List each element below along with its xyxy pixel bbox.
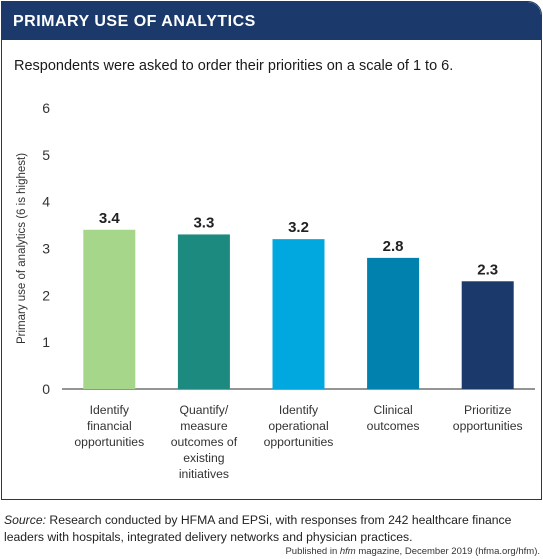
data-label: 2.8 [383, 238, 404, 255]
y-tick-label: 0 [42, 381, 50, 397]
x-category-label-line: existing [183, 451, 224, 465]
x-category-label: Quantify/measure outcomes of existing initi… [171, 403, 238, 481]
x-category-label-line: initiatives [179, 467, 229, 481]
x-category-label: Prioritize opportunities [453, 403, 523, 433]
bar [83, 229, 136, 389]
bar [272, 239, 325, 389]
x-category-label-line: opportunities [264, 435, 334, 449]
chart-title: PRIMARY USE OF ANALYTICS [13, 13, 256, 30]
x-category-label: Identify operational opportunities [264, 403, 334, 449]
published-suffix: magazine, December 2019 (hfma.org/hfm). [355, 546, 540, 557]
y-tick-label: 5 [42, 147, 50, 163]
x-category-label-line: opportunities [74, 435, 144, 449]
x-category-label-line: Prioritize [464, 403, 512, 417]
x-category-label-line: Identify [90, 403, 130, 417]
x-category-label-line: Quantify/ [180, 403, 229, 417]
x-category-label-line: Clinical [373, 403, 412, 417]
y-tick-label: 3 [42, 241, 50, 257]
published-note: Published in hfm magazine, December 2019… [285, 546, 540, 557]
data-label: 3.3 [193, 214, 214, 231]
y-tick-label: 6 [42, 100, 50, 116]
y-tick-label: 4 [42, 194, 50, 210]
bar [367, 257, 420, 389]
x-category-label-line: outcomes of [171, 435, 238, 449]
bar [177, 234, 230, 389]
chart-subtitle: Respondents were asked to order their pr… [14, 58, 454, 74]
title-banner: PRIMARY USE OF ANALYTICS [2, 2, 541, 40]
x-category-label-line: outcomes [367, 419, 420, 433]
x-category-label-line: Identify [279, 403, 319, 417]
x-category-label-line: opportunities [453, 419, 523, 433]
data-label: 2.3 [477, 261, 498, 278]
data-label: 3.4 [99, 210, 121, 227]
y-tick-label: 1 [42, 334, 50, 350]
y-tick-label: 2 [42, 287, 50, 303]
x-category-label-line: operational [268, 419, 328, 433]
source-label: Source: [4, 513, 47, 527]
x-category-label-line: measure [180, 419, 228, 433]
bar-chart: Primary use of analytics (6 is highest) 0… [16, 100, 535, 481]
published-prefix: Published in [285, 546, 340, 557]
y-axis-title: Primary use of analytics (6 is highest) [16, 153, 28, 344]
x-category-label: Identify financial opportunities [74, 403, 144, 449]
bar [461, 281, 514, 389]
published-magazine: hfm [339, 546, 356, 557]
source-note: Source: Research conducted by HFMA and E… [4, 512, 540, 546]
x-category-label-line: financial [87, 419, 132, 433]
data-label: 3.2 [288, 219, 309, 236]
source-text: Research conducted by HFMA and EPSi, wit… [4, 513, 512, 544]
x-category-label: Clinical outcomes [367, 403, 420, 433]
